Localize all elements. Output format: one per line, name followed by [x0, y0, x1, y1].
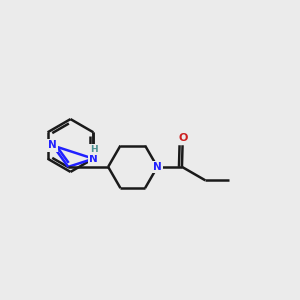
Text: N: N [89, 154, 98, 164]
Text: N: N [48, 140, 57, 151]
Text: O: O [178, 133, 188, 143]
Text: H: H [90, 145, 98, 154]
Text: N: N [153, 162, 162, 172]
